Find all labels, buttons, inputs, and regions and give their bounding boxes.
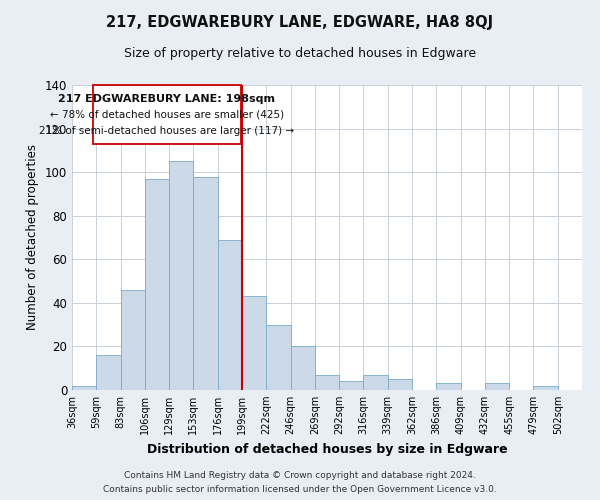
FancyBboxPatch shape (92, 85, 241, 144)
Bar (266, 324, 290, 390)
Text: 21% of semi-detached houses are larger (117) →: 21% of semi-detached houses are larger (… (39, 126, 294, 136)
Bar (485, 384, 509, 390)
Bar (533, 386, 558, 390)
Text: Size of property relative to detached houses in Edgware: Size of property relative to detached ho… (124, 48, 476, 60)
Bar (339, 382, 364, 390)
Y-axis label: Number of detached properties: Number of detached properties (26, 144, 39, 330)
Bar (169, 162, 193, 390)
Bar (72, 386, 96, 390)
X-axis label: Distribution of detached houses by size in Edgware: Distribution of detached houses by size … (146, 442, 508, 456)
Bar (218, 240, 242, 390)
Bar (96, 355, 121, 390)
Text: 217 EDGWAREBURY LANE: 198sqm: 217 EDGWAREBURY LANE: 198sqm (58, 94, 275, 104)
Bar (121, 290, 145, 390)
Bar (290, 346, 315, 390)
Text: Contains HM Land Registry data © Crown copyright and database right 2024.: Contains HM Land Registry data © Crown c… (124, 472, 476, 480)
Bar (436, 384, 461, 390)
Text: 217, EDGWAREBURY LANE, EDGWARE, HA8 8QJ: 217, EDGWAREBURY LANE, EDGWARE, HA8 8QJ (106, 15, 494, 30)
Bar (242, 296, 266, 390)
Text: ← 78% of detached houses are smaller (425): ← 78% of detached houses are smaller (42… (50, 110, 284, 120)
Bar (315, 375, 339, 390)
Text: Contains public sector information licensed under the Open Government Licence v3: Contains public sector information licen… (103, 484, 497, 494)
Bar (388, 379, 412, 390)
Bar (364, 375, 388, 390)
Bar (193, 176, 218, 390)
Bar (145, 178, 169, 390)
